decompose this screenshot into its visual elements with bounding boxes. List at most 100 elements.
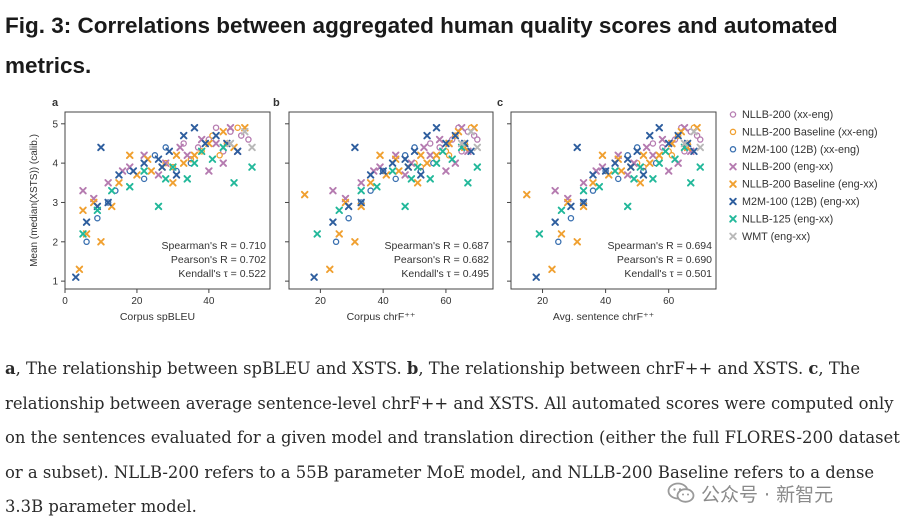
data-point <box>693 132 701 139</box>
data-point <box>473 163 482 171</box>
data-point <box>598 151 607 160</box>
data-point <box>332 238 340 246</box>
data-point <box>226 139 235 148</box>
data-point <box>183 151 192 160</box>
x-tick-label: 60 <box>440 296 452 307</box>
data-point <box>248 163 256 171</box>
data-point <box>373 182 381 191</box>
data-point <box>664 139 673 148</box>
y-tick-label: 1 <box>52 277 58 288</box>
panel-b-frame <box>288 111 494 290</box>
data-point <box>589 171 597 179</box>
correlation-stat: Pearson's R = 0.682 <box>394 254 489 266</box>
legend-label: M2M-100 (12B) (xx-eng) <box>742 144 860 156</box>
data-point <box>611 167 619 175</box>
data-point <box>75 265 84 274</box>
data-point <box>108 186 116 195</box>
data-point <box>379 167 387 175</box>
caption-text: , The relationship between chrF++ and XS… <box>418 359 809 378</box>
x-tick-label: 60 <box>663 296 675 307</box>
data-point <box>212 131 220 140</box>
panel-a-frame <box>64 111 271 290</box>
data-point <box>154 155 163 163</box>
data-point <box>696 136 704 143</box>
data-point <box>413 163 422 171</box>
data-point <box>82 218 91 226</box>
data-point <box>169 163 177 171</box>
data-point <box>579 186 588 195</box>
data-point <box>407 175 416 183</box>
x-tick-label: 40 <box>600 296 612 307</box>
data-point <box>680 139 689 148</box>
data-point <box>573 238 581 246</box>
data-point <box>93 206 102 215</box>
data-point <box>420 143 428 152</box>
data-point <box>198 148 205 155</box>
caption-text: , The relationship between average sente… <box>5 359 900 517</box>
panel-label: a <box>52 97 59 109</box>
data-point <box>233 147 242 156</box>
data-point <box>557 230 566 238</box>
correlation-stat: Spearman's R = 0.687 <box>385 240 490 252</box>
data-point <box>201 139 210 148</box>
caption-panel-letter: b <box>406 359 419 378</box>
data-point <box>357 179 365 187</box>
y-tick-label: 2 <box>52 237 58 248</box>
data-point <box>401 155 409 163</box>
panel-a: a 1 2 3 4 5 0 20 40 Corpus spBLEU Mean (median(XST… <box>29 97 271 323</box>
correlation-stat: Kendall's τ = 0.522 <box>178 268 266 280</box>
scatter-figure: a 1 2 3 4 5 0 20 40 Corpus spBLEU Mean (median(XST… <box>29 97 878 323</box>
caption-text: , The relationship between spBLEU and XS… <box>15 359 407 378</box>
data-point <box>329 186 337 195</box>
panel-c: c 20 40 60 Avg. sentence chrF⁺⁺ Spearman's R … <box>497 97 717 323</box>
data-point <box>172 171 181 179</box>
watermark: 公众号 · 新智元 <box>667 480 833 506</box>
data-point <box>436 144 443 151</box>
figure-caption: a, The relationship between spBLEU and X… <box>5 352 910 525</box>
data-point <box>445 152 453 159</box>
data-point <box>395 167 403 175</box>
legend-marker <box>729 180 737 188</box>
data-point <box>439 147 447 156</box>
data-point <box>579 179 588 187</box>
x-tick-label: 20 <box>537 296 549 307</box>
data-point <box>413 179 422 187</box>
data-point <box>205 167 213 175</box>
correlation-stat: Spearman's R = 0.710 <box>162 240 267 252</box>
data-point <box>190 151 199 160</box>
data-point <box>140 167 148 175</box>
data-point <box>649 151 657 160</box>
data-point <box>72 273 80 281</box>
data-point <box>532 273 540 281</box>
data-point <box>79 206 87 215</box>
data-point <box>300 190 309 199</box>
data-point <box>183 175 192 183</box>
data-point <box>104 179 112 187</box>
data-point <box>448 155 456 163</box>
data-point <box>423 131 431 140</box>
data-point <box>655 159 663 167</box>
correlation-stat: Kendall's τ = 0.495 <box>401 268 489 280</box>
data-point <box>335 206 343 215</box>
data-point <box>646 131 654 140</box>
y-tick-label: 5 <box>52 119 58 130</box>
data-point <box>661 147 670 156</box>
data-point <box>79 230 87 238</box>
y-tick-label: 4 <box>52 159 58 170</box>
data-point <box>636 163 645 171</box>
data-point <box>630 175 638 183</box>
data-point <box>464 179 472 187</box>
data-point <box>426 151 434 160</box>
data-point <box>551 218 559 226</box>
data-point <box>79 186 87 195</box>
data-point <box>573 143 581 152</box>
data-point <box>696 163 704 171</box>
data-point <box>351 238 359 246</box>
data-point <box>115 171 123 179</box>
data-point <box>442 139 450 148</box>
legend-marker <box>729 146 737 153</box>
data-point <box>147 167 156 175</box>
caption-panel-letter: c <box>808 359 819 378</box>
data-point <box>649 140 657 147</box>
watermark-text: 公众号 · 新智元 <box>701 483 834 506</box>
